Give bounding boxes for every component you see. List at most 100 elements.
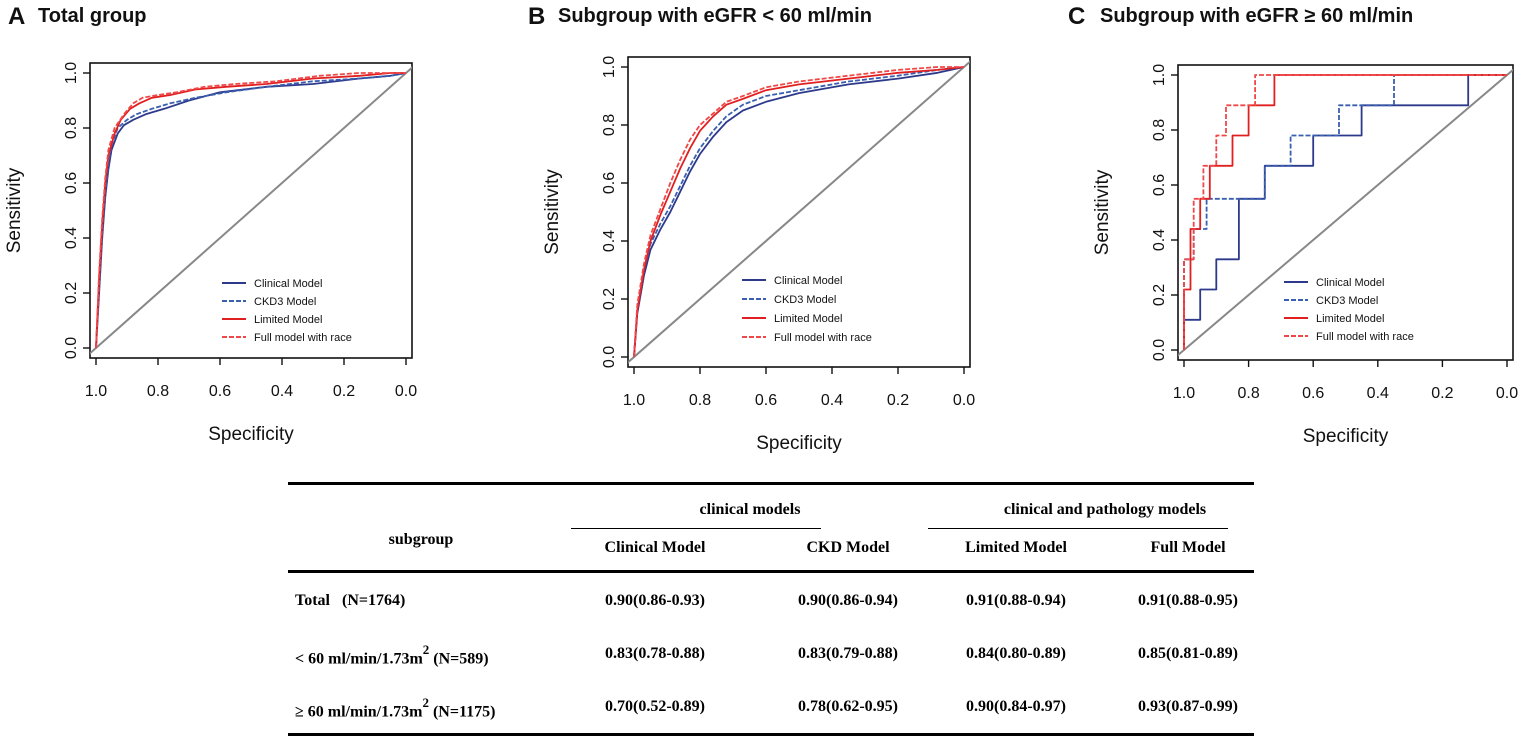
legend-label: Full model with race [254, 332, 352, 344]
y-tick-label: 0.2 [601, 288, 618, 310]
y-tick-label: 0.2 [63, 282, 80, 304]
table-row-3-clinical: 0.70(0.52-0.89) [605, 698, 705, 715]
x-tick-label: 0.2 [887, 392, 909, 409]
table-row-1-full: 0.91(0.88-0.95) [1138, 592, 1238, 609]
series-group [1183, 74, 1507, 350]
table-row-3-subgroup: ≥ 60 ml/min/1.73m2 (N=1175) [295, 695, 496, 721]
panel-a-letter: A [8, 3, 26, 30]
y-tick-label: 0.0 [601, 346, 618, 368]
y-axis-title: Sensitivity [1092, 169, 1113, 255]
reference-diagonal [1178, 68, 1513, 357]
table-row-2-clinical: 0.83(0.78-0.88) [605, 645, 705, 662]
reference-diagonal [628, 60, 970, 364]
y-tick-label: 0.4 [601, 230, 618, 252]
y-tick-label: 0.4 [1151, 229, 1168, 251]
panel-c-letter: C [1068, 3, 1086, 30]
table-row-3-full: 0.93(0.87-0.99) [1138, 698, 1238, 715]
legend-label: CKD3 Model [1316, 295, 1378, 307]
roc-chart-a: 0.0 0.2 0.4 0.6 0.8 1.0 1.0 0.8 0.6 0.4 0.2 0.0 Spec… [4, 62, 417, 445]
table-row-2-subgroup: < 60 ml/min/1.73m2 (N=589) [295, 642, 489, 668]
y-tick-label: 1.0 [1151, 64, 1168, 86]
header-limited-model: Limited Model [965, 539, 1067, 556]
legend-label: Full model with race [1316, 331, 1414, 343]
plot-frame [627, 56, 971, 368]
x-tick-label: 0.6 [1302, 385, 1324, 402]
series-line-full-model-with-race [1183, 74, 1507, 350]
series-line-ckd3-model [633, 66, 965, 358]
reference-group [90, 66, 412, 355]
y-tick-label: 0.6 [1151, 174, 1168, 196]
y-axis-title: Sensitivity [4, 167, 25, 253]
table-row-3-ckd: 0.78(0.62-0.95) [798, 698, 898, 715]
legend-label: Clinical Model [254, 278, 322, 290]
y-tick-label: 0.8 [63, 117, 80, 139]
legend-label: CKD3 Model [254, 296, 316, 308]
x-tick-label: 0.0 [395, 383, 417, 400]
panel-b-letter: B [528, 3, 546, 30]
x-tick-label: 0.8 [689, 392, 711, 409]
table-row-1-subgroup: Total (N=1764) [295, 592, 406, 609]
header-subgroup: subgroup [388, 531, 454, 548]
roc-chart-b: 0.0 0.2 0.4 0.6 0.8 1.0 1.0 0.8 0.6 0.4 0.2 0.0 Spec… [542, 56, 975, 454]
roc-chart-c: 0.0 0.2 0.4 0.6 0.8 1.0 1.0 0.8 0.6 0.4 0.2 0.0 Spec… [1092, 64, 1518, 447]
legend-label: Limited Model [1316, 313, 1384, 325]
panel-a-title: Total group [38, 5, 147, 27]
panel-a: A Total group 0.0 0.2 0.4 0.6 0.8 1.0 1.0 0.8 0.… [0, 0, 500, 450]
x-axis-title: Specificity [208, 424, 294, 445]
table-group-rule-1 [571, 528, 821, 529]
y-tick-label: 0.2 [1151, 284, 1168, 306]
auc-table: clinical models clinical and pathology m… [288, 482, 1254, 737]
legend-label: Limited Model [254, 314, 322, 326]
legend-label: CKD3 Model [774, 294, 836, 306]
header-ckd-model: CKD Model [806, 539, 890, 556]
series-group [95, 72, 407, 349]
y-tick-label: 1.0 [63, 62, 80, 84]
x-tick-label: 1.0 [623, 392, 645, 409]
y-tick-label: 0.8 [1151, 119, 1168, 141]
panel-b-title: Subgroup with eGFR < 60 ml/min [558, 5, 872, 27]
series-line-full-model-with-race [633, 66, 964, 358]
series-line-ckd3-model [1183, 74, 1507, 350]
header-full-model: Full Model [1150, 539, 1226, 556]
y-tick-label: 0.0 [63, 337, 80, 359]
table-row-2-limited: 0.84(0.80-0.89) [966, 645, 1066, 662]
x-tick-label: 0.4 [821, 392, 843, 409]
legend-label: Clinical Model [1316, 277, 1384, 289]
y-tick-label: 0.6 [63, 172, 80, 194]
table-bottom-rule [288, 733, 1254, 736]
x-tick-label: 0.8 [147, 383, 169, 400]
plot-frame [1177, 64, 1514, 361]
x-tick-label: 0.6 [755, 392, 777, 409]
header-clinical-model: Clinical Model [604, 539, 706, 556]
y-tick-label: 0.0 [1151, 339, 1168, 361]
x-tick-label: 0.8 [1237, 385, 1259, 402]
x-axis-title: Specificity [1303, 426, 1389, 447]
table-row-3-limited: 0.90(0.84-0.97) [966, 698, 1066, 715]
table-group-rule-2 [928, 528, 1228, 529]
x-tick-label: 0.0 [1496, 385, 1518, 402]
plot-frame [89, 62, 413, 359]
y-tick-label: 0.8 [601, 114, 618, 136]
legend-label: Full model with race [774, 332, 872, 344]
table-top-rule [288, 482, 1254, 485]
reference-group [1178, 68, 1513, 357]
x-tick-label: 0.2 [1431, 385, 1453, 402]
x-tick-label: 1.0 [85, 383, 107, 400]
table-header-rule [288, 570, 1254, 573]
y-tick-label: 0.4 [63, 227, 80, 249]
table-row-2-ckd: 0.83(0.79-0.88) [798, 645, 898, 662]
legend-label: Clinical Model [774, 275, 842, 287]
table-row-1-ckd: 0.90(0.86-0.94) [798, 592, 898, 609]
group-header-pathology: clinical and pathology models [1003, 501, 1207, 518]
x-tick-label: 0.4 [271, 383, 293, 400]
series-line-full-model-with-race [95, 72, 406, 349]
panel-b: B Subgroup with eGFR < 60 ml/min 0.0 0.2 0… [520, 0, 1020, 454]
panel-c: C Subgroup with eGFR ≥ 60 ml/min 0.0 0.2 0… [1060, 0, 1519, 450]
panel-c-title: Subgroup with eGFR ≥ 60 ml/min [1100, 5, 1414, 27]
series-line-limited-model [633, 66, 965, 358]
x-tick-label: 0.2 [333, 383, 355, 400]
x-axis-title: Specificity [756, 433, 842, 454]
legend-label: Limited Model [774, 313, 842, 325]
y-tick-label: 0.6 [601, 172, 618, 194]
table-row-1-clinical: 0.90(0.86-0.93) [605, 592, 705, 609]
